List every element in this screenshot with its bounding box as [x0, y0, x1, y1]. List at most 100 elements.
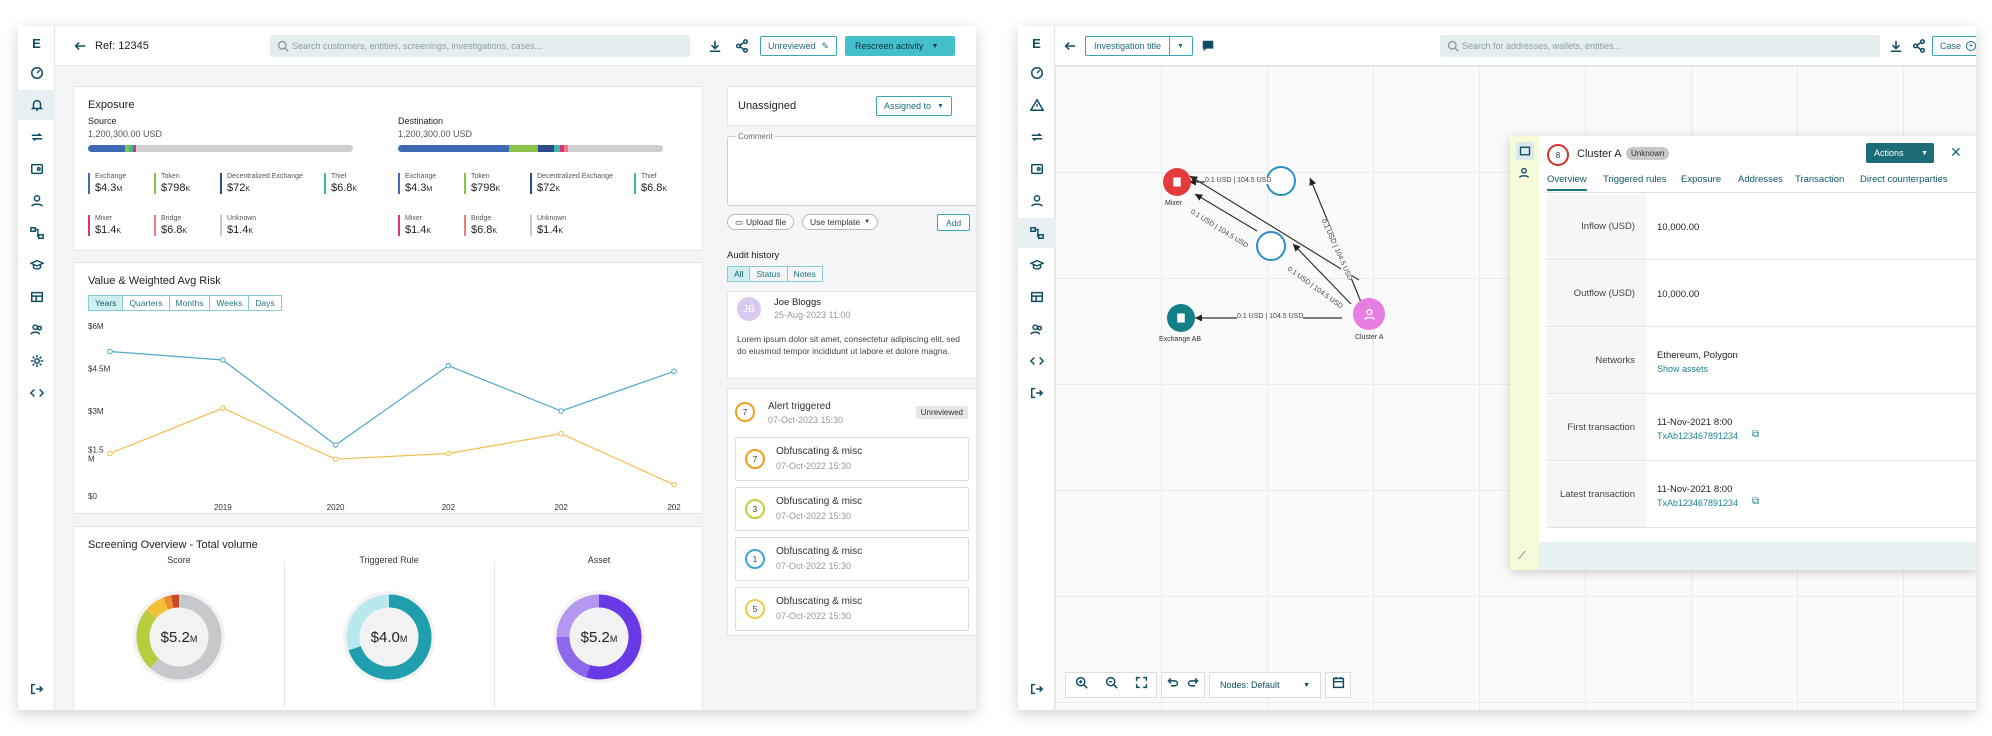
- graph-icon[interactable]: [18, 218, 55, 248]
- resize-handle-icon[interactable]: ⟋: [1518, 550, 1526, 562]
- graph-canvas[interactable]: Mixer Exchange AB Cluster A 0.1 USD | 10…: [1055, 66, 1976, 710]
- logout-icon[interactable]: [18, 674, 55, 704]
- transfer-icon[interactable]: [1018, 122, 1055, 152]
- logo-icon[interactable]: E: [1032, 35, 1041, 51]
- code-icon[interactable]: [1018, 346, 1055, 376]
- status-button[interactable]: Unreviewed ✎: [760, 36, 838, 56]
- alert-item[interactable]: 5 Obfuscating & misc 07-Oct-2022 15:30: [735, 587, 969, 631]
- y-tick-label: $3M: [88, 407, 104, 416]
- zoom-out-icon[interactable]: [1105, 676, 1118, 694]
- node-unnamed-2[interactable]: [1256, 231, 1286, 261]
- download-icon[interactable]: [708, 39, 722, 53]
- copy-icon[interactable]: ⧉: [1752, 496, 1760, 507]
- team-icon[interactable]: [1018, 314, 1055, 344]
- transfer-icon[interactable]: [18, 122, 55, 152]
- warning-icon[interactable]: [1018, 90, 1055, 120]
- undo-icon[interactable]: [1166, 676, 1179, 694]
- audit-filter-all[interactable]: All: [728, 267, 751, 281]
- code-icon[interactable]: [18, 378, 55, 408]
- share-icon[interactable]: [1912, 39, 1926, 53]
- series-point[interactable]: [220, 357, 226, 363]
- series-point[interactable]: [107, 450, 113, 457]
- share-icon[interactable]: [735, 39, 749, 53]
- alert-item[interactable]: 7 Obfuscating & misc 07-Oct-2022 15:30: [735, 437, 969, 481]
- search-input[interactable]: Search customers, entities, screenings, …: [270, 35, 690, 57]
- comment-field[interactable]: Comment: [727, 132, 976, 206]
- detail-link[interactable]: TxAb123467891234: [1657, 431, 1739, 441]
- settings-icon[interactable]: [18, 346, 55, 376]
- table-icon[interactable]: [18, 282, 55, 312]
- nodes-select[interactable]: Nodes: Default ▼: [1209, 672, 1321, 698]
- academy-icon[interactable]: [18, 250, 55, 280]
- rescreen-button[interactable]: Rescreen activity ▼: [845, 36, 955, 56]
- back-arrow-icon[interactable]: [73, 39, 87, 53]
- zoom-in-icon[interactable]: [1075, 676, 1088, 694]
- download-icon[interactable]: [1889, 39, 1903, 53]
- series-point[interactable]: [558, 408, 565, 414]
- series-point[interactable]: [671, 481, 677, 488]
- series-point[interactable]: [445, 362, 452, 369]
- series-point[interactable]: [107, 348, 113, 355]
- audit-filter-notes[interactable]: Notes: [793, 269, 816, 279]
- node-exchange-ab[interactable]: [1167, 304, 1195, 332]
- tab-triggered-rules[interactable]: Triggered rules: [1603, 174, 1667, 185]
- table-icon[interactable]: [1018, 282, 1055, 312]
- search-input[interactable]: Search for addresses, wallets, entities.…: [1440, 35, 1880, 57]
- tab-transaction[interactable]: Transaction: [1795, 174, 1845, 185]
- calendar-button[interactable]: [1325, 672, 1351, 698]
- assigned-to-button[interactable]: Assigned to ▼: [876, 96, 952, 116]
- alerts-icon[interactable]: [18, 90, 55, 120]
- tab-direct-counterparties[interactable]: Direct counterparties: [1860, 174, 1948, 185]
- series-point[interactable]: [332, 456, 339, 462]
- user-icon[interactable]: [18, 186, 55, 216]
- fit-screen-icon[interactable]: [1135, 676, 1148, 694]
- comment-icon[interactable]: [1201, 39, 1215, 53]
- period-quarters[interactable]: Quarters: [123, 296, 170, 310]
- period-years[interactable]: Years: [89, 296, 124, 310]
- node-mixer[interactable]: [1163, 168, 1191, 196]
- tab-addresses[interactable]: Addresses: [1738, 174, 1783, 185]
- period-days[interactable]: Days: [255, 298, 275, 308]
- detail-link[interactable]: TxAb123467891234: [1657, 498, 1739, 508]
- back-arrow-icon[interactable]: [1063, 39, 1077, 53]
- actions-button[interactable]: Actions ▼: [1866, 143, 1934, 163]
- user-icon[interactable]: [1518, 166, 1530, 184]
- series-point[interactable]: [445, 450, 452, 457]
- case-button[interactable]: Case +: [1932, 36, 1976, 56]
- detail-link[interactable]: Show assets: [1657, 364, 1709, 374]
- logo-icon[interactable]: E: [32, 35, 41, 51]
- wallet-icon[interactable]: [18, 154, 55, 184]
- close-icon[interactable]: ✕: [1950, 144, 1962, 160]
- redo-icon[interactable]: [1187, 676, 1200, 694]
- series-point[interactable]: [220, 405, 226, 411]
- alert-item[interactable]: 1 Obfuscating & misc 07-Oct-2022 15:30: [735, 537, 969, 581]
- wallet-icon[interactable]: [1516, 142, 1534, 160]
- use-template-button[interactable]: Use template ▼: [802, 214, 879, 230]
- upload-file-button[interactable]: ▭ Upload file: [727, 214, 795, 230]
- period-weeks[interactable]: Weeks: [210, 296, 250, 310]
- tab-overview[interactable]: Overview: [1547, 174, 1587, 191]
- add-comment-button[interactable]: Add: [937, 214, 971, 231]
- audit-filter-status[interactable]: Status: [750, 267, 788, 281]
- wallet-icon[interactable]: [1018, 154, 1055, 184]
- dashboard-icon[interactable]: [18, 58, 55, 88]
- copy-icon[interactable]: ⧉: [1752, 429, 1760, 440]
- series-point[interactable]: [671, 368, 677, 375]
- team-icon[interactable]: [18, 314, 55, 344]
- investigation-title-select[interactable]: Investigation title ▼: [1085, 36, 1193, 56]
- graph-icon[interactable]: [1018, 218, 1055, 248]
- tab-exposure[interactable]: Exposure: [1681, 174, 1722, 185]
- alert-item[interactable]: 3 Obfuscating & misc 07-Oct-2022 15:30: [735, 487, 969, 531]
- screening-window: E › Ref: 12345 Search customers, entitie…: [18, 26, 976, 710]
- period-months[interactable]: Months: [170, 296, 211, 310]
- user-icon[interactable]: [1018, 186, 1055, 216]
- node-cluster-a[interactable]: [1353, 298, 1385, 330]
- series-point[interactable]: [332, 442, 339, 448]
- series-point[interactable]: [558, 430, 565, 437]
- logout-icon[interactable]: [1018, 378, 1055, 408]
- caret-down-icon: ▼: [1921, 149, 1928, 157]
- logout-icon[interactable]: [1018, 674, 1055, 704]
- dashboard-icon[interactable]: [1018, 58, 1055, 88]
- academy-icon[interactable]: [1018, 250, 1055, 280]
- donut-value: $5.2M: [580, 629, 618, 646]
